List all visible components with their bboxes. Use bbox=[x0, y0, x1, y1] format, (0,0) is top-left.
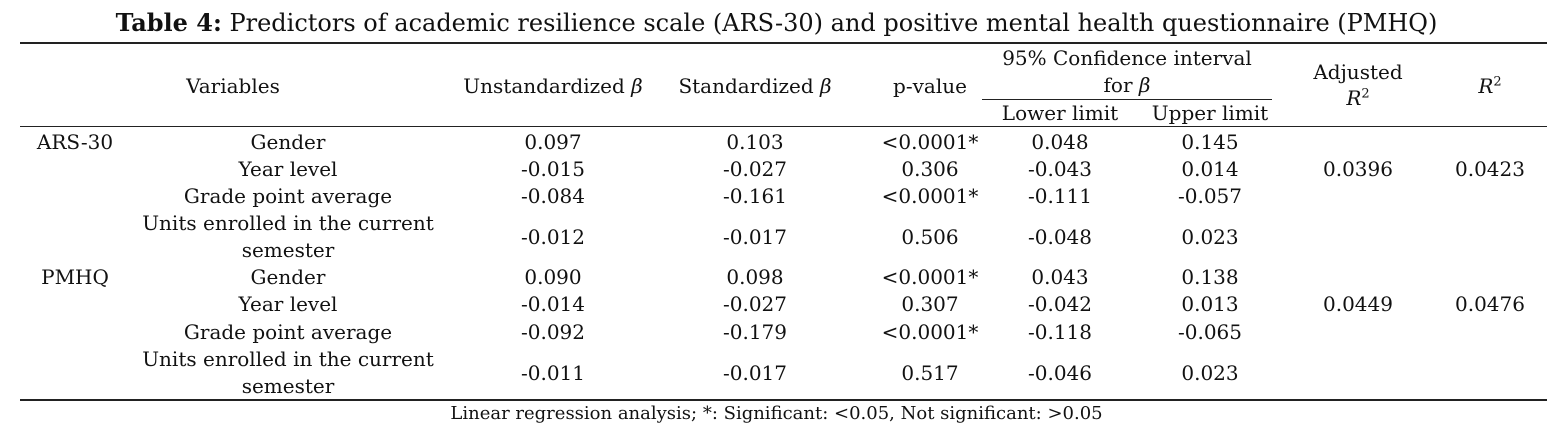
cell-variable: Gender bbox=[250, 265, 326, 289]
cell-variable-continued: semester bbox=[241, 374, 335, 398]
r2-pmhq: 0.0476 bbox=[1455, 292, 1525, 316]
cell-unstandardized: -0.084 bbox=[520, 184, 585, 208]
adjusted-r2-ars30: 0.0396 bbox=[1323, 157, 1393, 181]
adjusted-r2-pmhq: 0.0449 bbox=[1323, 292, 1393, 316]
table-caption-title: Predictors of academic resilience scale … bbox=[229, 9, 1438, 37]
cell-upper-limit: 0.138 bbox=[1181, 265, 1239, 289]
header-variables: Variables bbox=[186, 74, 280, 98]
cell-unstandardized: -0.014 bbox=[520, 292, 585, 316]
cell-unstandardized: -0.015 bbox=[520, 157, 585, 181]
cell-variable: Year level bbox=[238, 292, 338, 316]
cell-lower-limit: 0.043 bbox=[1031, 265, 1089, 289]
cell-p-value: 0.307 bbox=[901, 292, 959, 316]
cell-p-value: <0.0001* bbox=[881, 265, 979, 289]
cell-upper-limit: -0.057 bbox=[1177, 184, 1242, 208]
header-adjusted-r2-line2: R2 bbox=[1346, 86, 1370, 110]
cell-variable: Gender bbox=[250, 130, 326, 154]
header-bottom-rule bbox=[20, 126, 1547, 127]
top-rule bbox=[20, 42, 1547, 44]
header-lower-limit: Lower limit bbox=[1001, 101, 1119, 125]
cell-standardized: -0.027 bbox=[722, 157, 787, 181]
cell-variable: Year level bbox=[238, 157, 338, 181]
cell-standardized: -0.017 bbox=[722, 361, 787, 385]
cell-lower-limit: 0.048 bbox=[1031, 130, 1089, 154]
group-label-pmhq: PMHQ bbox=[41, 265, 109, 289]
cell-unstandardized: -0.092 bbox=[520, 320, 585, 344]
cell-lower-limit: -0.042 bbox=[1027, 292, 1092, 316]
cell-lower-limit: -0.111 bbox=[1027, 184, 1092, 208]
table-footnote: Linear regression analysis; *: Significa… bbox=[450, 403, 1103, 424]
cell-standardized: 0.103 bbox=[726, 130, 784, 154]
cell-variable: Units enrolled in the current bbox=[142, 211, 434, 235]
cell-variable: Grade point average bbox=[183, 320, 393, 344]
cell-variable: Units enrolled in the current bbox=[142, 347, 434, 371]
cell-p-value: 0.517 bbox=[901, 361, 959, 385]
header-p-value: p-value bbox=[893, 74, 967, 98]
header-standardized-beta: Standardized β bbox=[678, 74, 832, 98]
table-caption: Table 4: Predictors of academic resilien… bbox=[0, 8, 1553, 38]
cell-variable-continued: semester bbox=[241, 238, 335, 262]
cell-upper-limit: -0.065 bbox=[1177, 320, 1242, 344]
header-ci-line2: for β bbox=[1103, 73, 1151, 97]
cell-standardized: -0.017 bbox=[722, 225, 787, 249]
table-caption-label: Table 4: bbox=[115, 8, 222, 37]
header-ci-line1: 95% Confidence interval bbox=[1002, 46, 1252, 70]
cell-upper-limit: 0.014 bbox=[1181, 157, 1239, 181]
cell-lower-limit: -0.118 bbox=[1027, 320, 1092, 344]
cell-standardized: 0.098 bbox=[726, 265, 784, 289]
cell-lower-limit: -0.046 bbox=[1027, 361, 1092, 385]
cell-unstandardized: 0.090 bbox=[524, 265, 582, 289]
cell-p-value: 0.306 bbox=[901, 157, 959, 181]
cell-upper-limit: 0.013 bbox=[1181, 292, 1239, 316]
cell-unstandardized: -0.012 bbox=[520, 225, 585, 249]
cell-standardized: -0.027 bbox=[722, 292, 787, 316]
header-unstandardized-beta: Unstandardized β bbox=[463, 74, 643, 98]
r2-ars30: 0.0423 bbox=[1455, 157, 1525, 181]
ci-subheader-rule bbox=[982, 99, 1272, 100]
cell-p-value: <0.0001* bbox=[881, 320, 979, 344]
cell-lower-limit: -0.048 bbox=[1027, 225, 1092, 249]
cell-unstandardized: 0.097 bbox=[524, 130, 582, 154]
bottom-rule bbox=[20, 399, 1547, 401]
cell-standardized: -0.179 bbox=[722, 320, 787, 344]
cell-standardized: -0.161 bbox=[722, 184, 787, 208]
header-upper-limit: Upper limit bbox=[1151, 101, 1269, 125]
cell-variable: Grade point average bbox=[183, 184, 393, 208]
header-adjusted-r2-line1: Adjusted bbox=[1313, 60, 1403, 84]
header-r2: R2 bbox=[1478, 74, 1502, 98]
cell-p-value: <0.0001* bbox=[881, 184, 979, 208]
cell-upper-limit: 0.023 bbox=[1181, 225, 1239, 249]
cell-upper-limit: 0.023 bbox=[1181, 361, 1239, 385]
cell-unstandardized: -0.011 bbox=[520, 361, 585, 385]
cell-p-value: 0.506 bbox=[901, 225, 959, 249]
cell-p-value: <0.0001* bbox=[881, 130, 979, 154]
cell-lower-limit: -0.043 bbox=[1027, 157, 1092, 181]
group-label-ars30: ARS-30 bbox=[36, 130, 114, 154]
cell-upper-limit: 0.145 bbox=[1181, 130, 1239, 154]
